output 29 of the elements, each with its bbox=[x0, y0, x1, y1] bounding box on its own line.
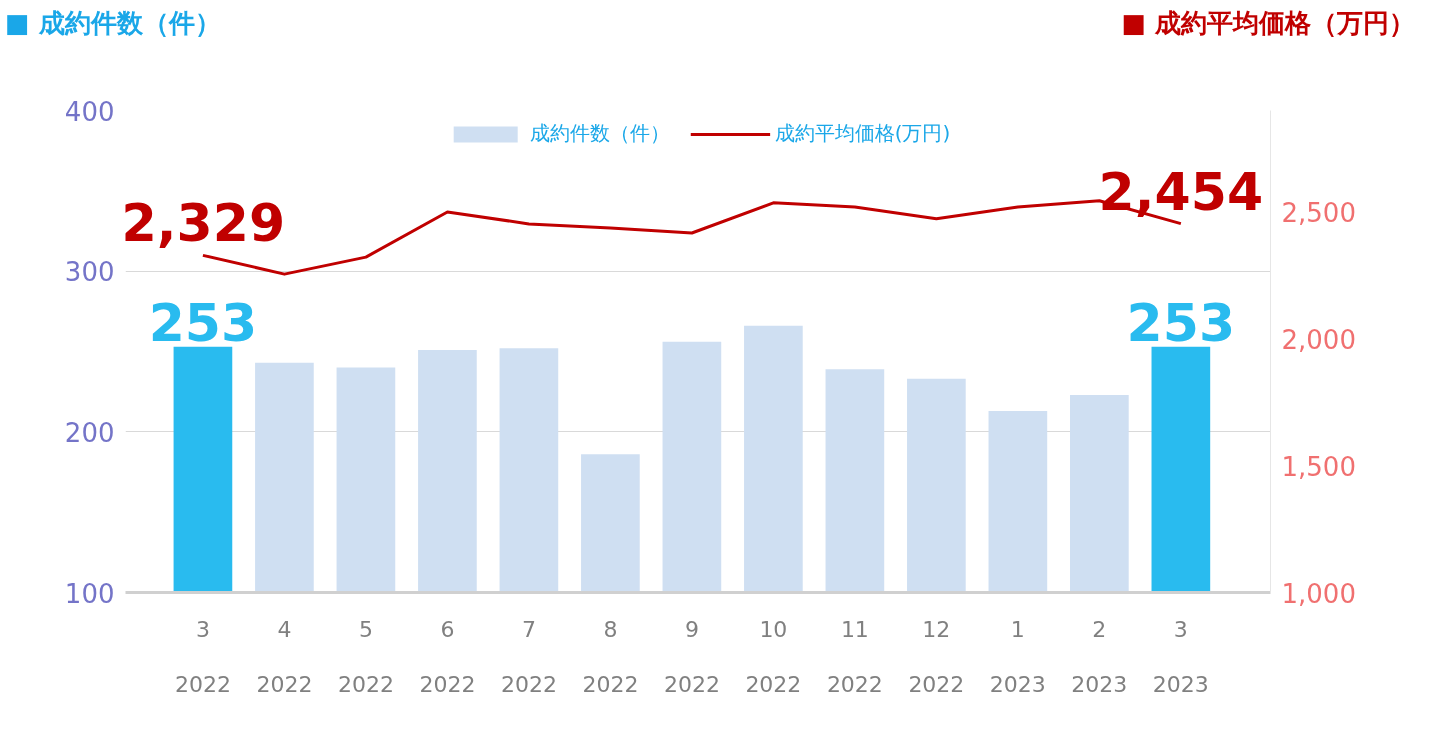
data-label: 253 bbox=[1126, 292, 1236, 353]
legend-label: 成約件数（件） bbox=[529, 120, 670, 147]
y2-tick-label: 2,500 bbox=[1281, 197, 1356, 228]
y-axis-title: ■ 成約件数（件） bbox=[5, 7, 221, 40]
category-label: 4 2022 bbox=[256, 616, 313, 697]
y-tick-label: 100 bbox=[64, 578, 115, 609]
category-label: 8 2022 bbox=[582, 616, 639, 697]
y2-tick-label: 2,000 bbox=[1281, 324, 1356, 355]
category-label: 7 2022 bbox=[500, 616, 557, 697]
y-tick-label: 200 bbox=[64, 417, 115, 448]
y2-tick-label: 1,500 bbox=[1281, 451, 1356, 482]
category-label: 3 2023 bbox=[1152, 616, 1209, 697]
data-label: 2,329 bbox=[120, 193, 286, 254]
category-label: 11 2022 bbox=[826, 616, 883, 697]
category-label: 1 2023 bbox=[989, 616, 1046, 697]
y2-tick-label: 1,000 bbox=[1281, 578, 1356, 609]
y-tick-label: 400 bbox=[64, 96, 115, 127]
category-label: 3 2022 bbox=[174, 616, 231, 697]
y-tick-label: 300 bbox=[64, 257, 115, 288]
category-label: 2 2023 bbox=[1071, 616, 1128, 697]
category-label: 9 2022 bbox=[663, 616, 720, 697]
category-label: 6 2022 bbox=[419, 616, 476, 697]
y2-axis-title: ■ 成約平均価格（万円） bbox=[1121, 7, 1415, 40]
legend-label: 成約平均価格(万円) bbox=[774, 120, 951, 147]
category-label: 10 2022 bbox=[745, 616, 802, 697]
category-label: 12 2022 bbox=[908, 616, 965, 697]
category-label: 5 2022 bbox=[337, 616, 394, 697]
data-label: 253 bbox=[148, 292, 258, 353]
data-label: 2,454 bbox=[1098, 161, 1264, 222]
